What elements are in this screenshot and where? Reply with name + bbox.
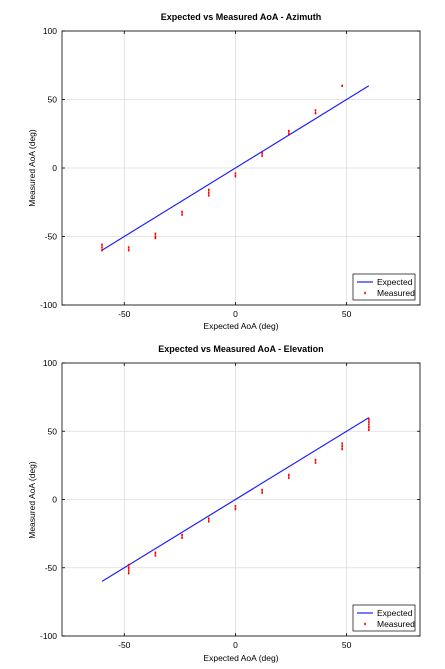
azimuth-measured-point [101, 243, 103, 246]
elevation-measured-point [368, 428, 370, 432]
elevation-y-tick-label: -100 [40, 631, 57, 641]
azimuth-measured-point [181, 213, 183, 216]
azimuth-y-tick-label: 50 [48, 95, 58, 105]
azimuth-x-axis-label: Expected AoA (deg) [203, 321, 278, 331]
azimuth-x-tick-label: 50 [342, 309, 352, 319]
azimuth-measured-point [127, 249, 130, 252]
azimuth-measured-point [101, 246, 103, 249]
azimuth-measured-point [181, 210, 183, 214]
elevation-x-tick-label: -50 [118, 640, 131, 650]
azimuth-y-tick-label: -50 [45, 232, 58, 242]
elevation-measured-point [127, 563, 130, 567]
elevation-measured-point [341, 447, 343, 451]
elevation-measured-point [127, 572, 130, 575]
elevation-measured-point [154, 551, 157, 554]
azimuth-measured-point [261, 154, 263, 157]
azimuth-measured-point [154, 232, 157, 235]
elevation-x-axis-label: Expected AoA (deg) [203, 653, 278, 663]
elevation-measured-point [127, 569, 130, 572]
elevation-legend-label-measured: Measured [377, 619, 415, 629]
azimuth-measured-point [288, 132, 290, 135]
elevation-measured-point [341, 442, 343, 445]
azimuth-legend-box [352, 273, 416, 301]
azimuth-legend-measured-swatch [364, 291, 366, 295]
azimuth-x-tick-label: 0 [233, 309, 238, 319]
elevation-measured-point [261, 488, 263, 492]
azimuth-measured-point [234, 172, 237, 175]
elevation-y-tick-label: -50 [45, 563, 58, 573]
elevation-measured-point [314, 458, 317, 462]
elevation-chart-title: Expected vs Measured AoA - Elevation [158, 344, 323, 354]
azimuth-y-tick-label: 100 [43, 26, 57, 36]
elevation-legend-label-expected: Expected [377, 608, 413, 618]
azimuth-measured-point [154, 236, 157, 240]
azimuth-y-tick-label: -100 [40, 300, 57, 310]
elevation-x-tick-label: 0 [233, 640, 238, 650]
azimuth-measured-point [207, 188, 210, 192]
elevation-measured-point [368, 423, 370, 426]
azimuth-chart: Expected vs Measured AoA - Azimuth Expec… [27, 12, 421, 331]
elevation-measured-point [368, 425, 370, 429]
elevation-measured-point [154, 554, 157, 557]
elevation-x-tick-label: 50 [342, 640, 352, 650]
elevation-measured-point [314, 461, 317, 464]
azimuth-measured-point [314, 109, 317, 112]
elevation-y-tick-label: 100 [43, 358, 57, 368]
elevation-measured-point [234, 507, 237, 511]
elevation-measured-point [181, 533, 183, 537]
azimuth-measured-point [341, 84, 343, 87]
azimuth-legend-label-expected: Expected [377, 277, 413, 287]
azimuth-legend-label-measured: Measured [377, 288, 415, 298]
elevation-measured-point [341, 445, 343, 448]
elevation-chart: Expected vs Measured AoA - Elevation Exp… [27, 344, 421, 663]
azimuth-measured-point [207, 191, 210, 194]
elevation-expected-line [101, 417, 370, 582]
azimuth-measured-point [314, 112, 317, 115]
elevation-y-tick-label: 50 [48, 426, 58, 436]
elevation-measured-point [234, 505, 237, 508]
azimuth-y-axis-label: Measured AoA (deg) [27, 129, 37, 207]
azimuth-measured-point [207, 194, 210, 197]
elevation-measured-point [207, 520, 210, 523]
azimuth-measured-point [101, 249, 103, 252]
elevation-measured-point [207, 517, 210, 520]
azimuth-measured-point [234, 175, 237, 178]
azimuth-measured-point [154, 235, 157, 238]
azimuth-measured-point [127, 246, 130, 249]
elevation-measured-point [288, 473, 290, 477]
azimuth-x-tick-label: -50 [118, 309, 131, 319]
azimuth-y-tick-label: 0 [52, 163, 57, 173]
elevation-y-axis-label: Measured AoA (deg) [27, 461, 37, 539]
elevation-measured-point [181, 536, 183, 539]
elevation-y-tick-label: 0 [52, 495, 57, 505]
elevation-measured-point [368, 417, 370, 421]
azimuth-expected-line [101, 85, 370, 251]
elevation-measured-point [261, 491, 263, 494]
azimuth-measured-point [261, 151, 263, 155]
elevation-legend-measured-swatch [364, 622, 366, 626]
elevation-legend-box [352, 604, 416, 632]
elevation-measured-point [127, 566, 130, 569]
elevation-measured-point [368, 420, 370, 423]
elevation-measured-point [288, 476, 290, 479]
azimuth-measured-point [288, 129, 290, 133]
azimuth-chart-title: Expected vs Measured AoA - Azimuth [161, 12, 322, 22]
